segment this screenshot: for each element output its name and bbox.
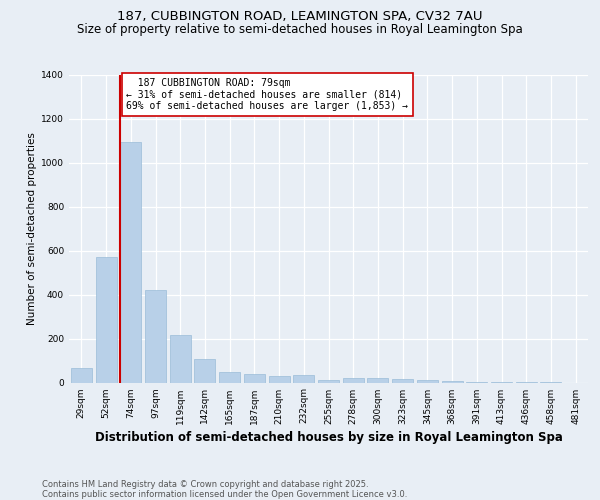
Text: 187 CUBBINGTON ROAD: 79sqm
← 31% of semi-detached houses are smaller (814)
69% o: 187 CUBBINGTON ROAD: 79sqm ← 31% of semi… [127,78,409,112]
Bar [71,368,92,382]
X-axis label: Distribution of semi-detached houses by size in Royal Leamington Spa: Distribution of semi-detached houses by … [95,430,562,444]
Bar [244,374,265,382]
Bar [293,375,314,382]
Bar [367,378,388,382]
Bar [95,258,116,382]
Bar [219,372,240,382]
Bar [318,380,339,382]
Text: 187, CUBBINGTON ROAD, LEAMINGTON SPA, CV32 7AU: 187, CUBBINGTON ROAD, LEAMINGTON SPA, CV… [117,10,483,23]
Text: Contains HM Land Registry data © Crown copyright and database right 2025.
Contai: Contains HM Land Registry data © Crown c… [42,480,407,499]
Y-axis label: Number of semi-detached properties: Number of semi-detached properties [27,132,37,325]
Bar [145,290,166,382]
Bar [417,380,438,382]
Bar [120,142,141,382]
Bar [194,360,215,382]
Text: Size of property relative to semi-detached houses in Royal Leamington Spa: Size of property relative to semi-detach… [77,22,523,36]
Bar [392,379,413,382]
Bar [170,336,191,382]
Bar [343,378,364,382]
Bar [269,376,290,382]
